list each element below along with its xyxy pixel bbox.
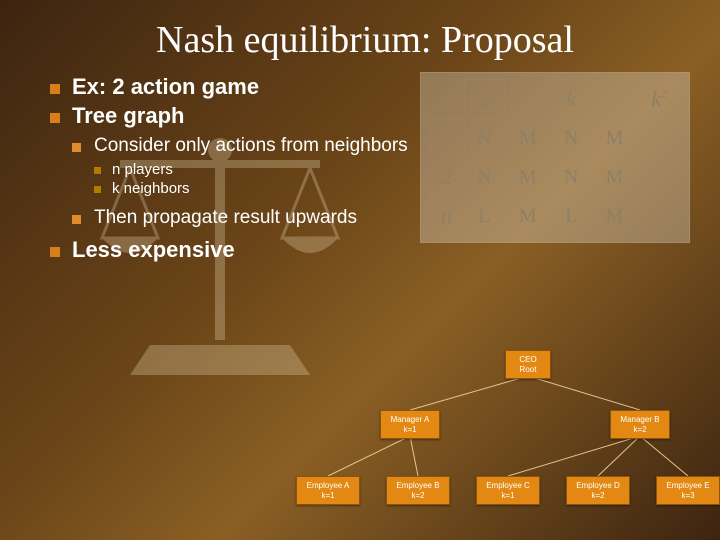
complexity-matrix: 2 k k2 2 N M N M 2 N M N M: [420, 72, 690, 243]
matrix-cell: N: [464, 119, 505, 158]
matrix-cell: M: [505, 197, 551, 236]
matrix-row-hdr: 2: [430, 119, 465, 158]
tree-employee: Employee Dk=2: [566, 476, 630, 505]
bullet-consider: Consider only actions from neighbors n p…: [72, 135, 410, 197]
square-bullet-icon: [72, 143, 81, 152]
matrix-cell: N: [551, 158, 592, 197]
matrix-cell: N: [464, 158, 505, 197]
matrix-hdr-k2: k2: [638, 80, 681, 119]
bullet-propagate: Then propagate result upwards: [72, 207, 410, 229]
bullet-ex: Ex: 2 action game: [50, 74, 410, 100]
bullet-text: Ex: 2 action game: [72, 74, 259, 99]
square-bullet-icon: [50, 113, 60, 123]
org-tree: CEORoot Manager Ak=1 Manager Bk=2 Employee …: [280, 350, 710, 530]
matrix-cell: N: [551, 119, 592, 158]
matrix-hdr-k: k: [551, 80, 592, 119]
square-bullet-icon: [94, 167, 101, 174]
matrix-row-hdr: 2: [430, 158, 465, 197]
square-bullet-icon: [50, 84, 60, 94]
slide: Nash equilibrium: Proposal Ex: 2 action …: [0, 0, 720, 540]
square-bullet-icon: [72, 215, 81, 224]
tree-employee: Employee Ck=1: [476, 476, 540, 505]
tree-employee: Employee Bk=2: [386, 476, 450, 505]
matrix-hdr-2: 2: [464, 80, 505, 119]
bullet-list: Ex: 2 action game Tree graph Consider on…: [50, 74, 410, 263]
bullet-tree: Tree graph Consider only actions from ne…: [50, 103, 410, 229]
bullet-nplayers: n players: [94, 161, 410, 178]
matrix-cell: M: [505, 158, 551, 197]
tree-manager: Manager Ak=1: [380, 410, 440, 439]
tree-employee: Employee Ak=1: [296, 476, 360, 505]
tree-manager: Manager Bk=2: [610, 410, 670, 439]
bullet-less: Less expensive: [50, 237, 410, 263]
bullet-text: Less expensive: [72, 237, 235, 262]
slide-title: Nash equilibrium: Proposal: [50, 18, 680, 62]
tree-root: CEORoot: [505, 350, 551, 379]
bullet-text: Consider only actions from neighbors: [94, 135, 408, 156]
square-bullet-icon: [50, 247, 60, 257]
bullet-text: k neighbors: [112, 180, 190, 197]
bullet-text: Tree graph: [72, 103, 184, 128]
square-bullet-icon: [94, 186, 101, 193]
matrix-cell: L: [551, 197, 592, 236]
matrix-cell: M: [591, 158, 637, 197]
matrix-cell: M: [591, 119, 637, 158]
matrix-cell: M: [591, 197, 637, 236]
matrix-cell: L: [464, 197, 505, 236]
matrix-cell: M: [505, 119, 551, 158]
bullet-kneighbors: k neighbors: [94, 180, 410, 197]
bullet-text: Then propagate result upwards: [94, 207, 357, 228]
matrix-row-n: n: [430, 197, 465, 236]
tree-employee: Employee Ek=3: [656, 476, 720, 505]
bullet-text: n players: [112, 161, 173, 178]
